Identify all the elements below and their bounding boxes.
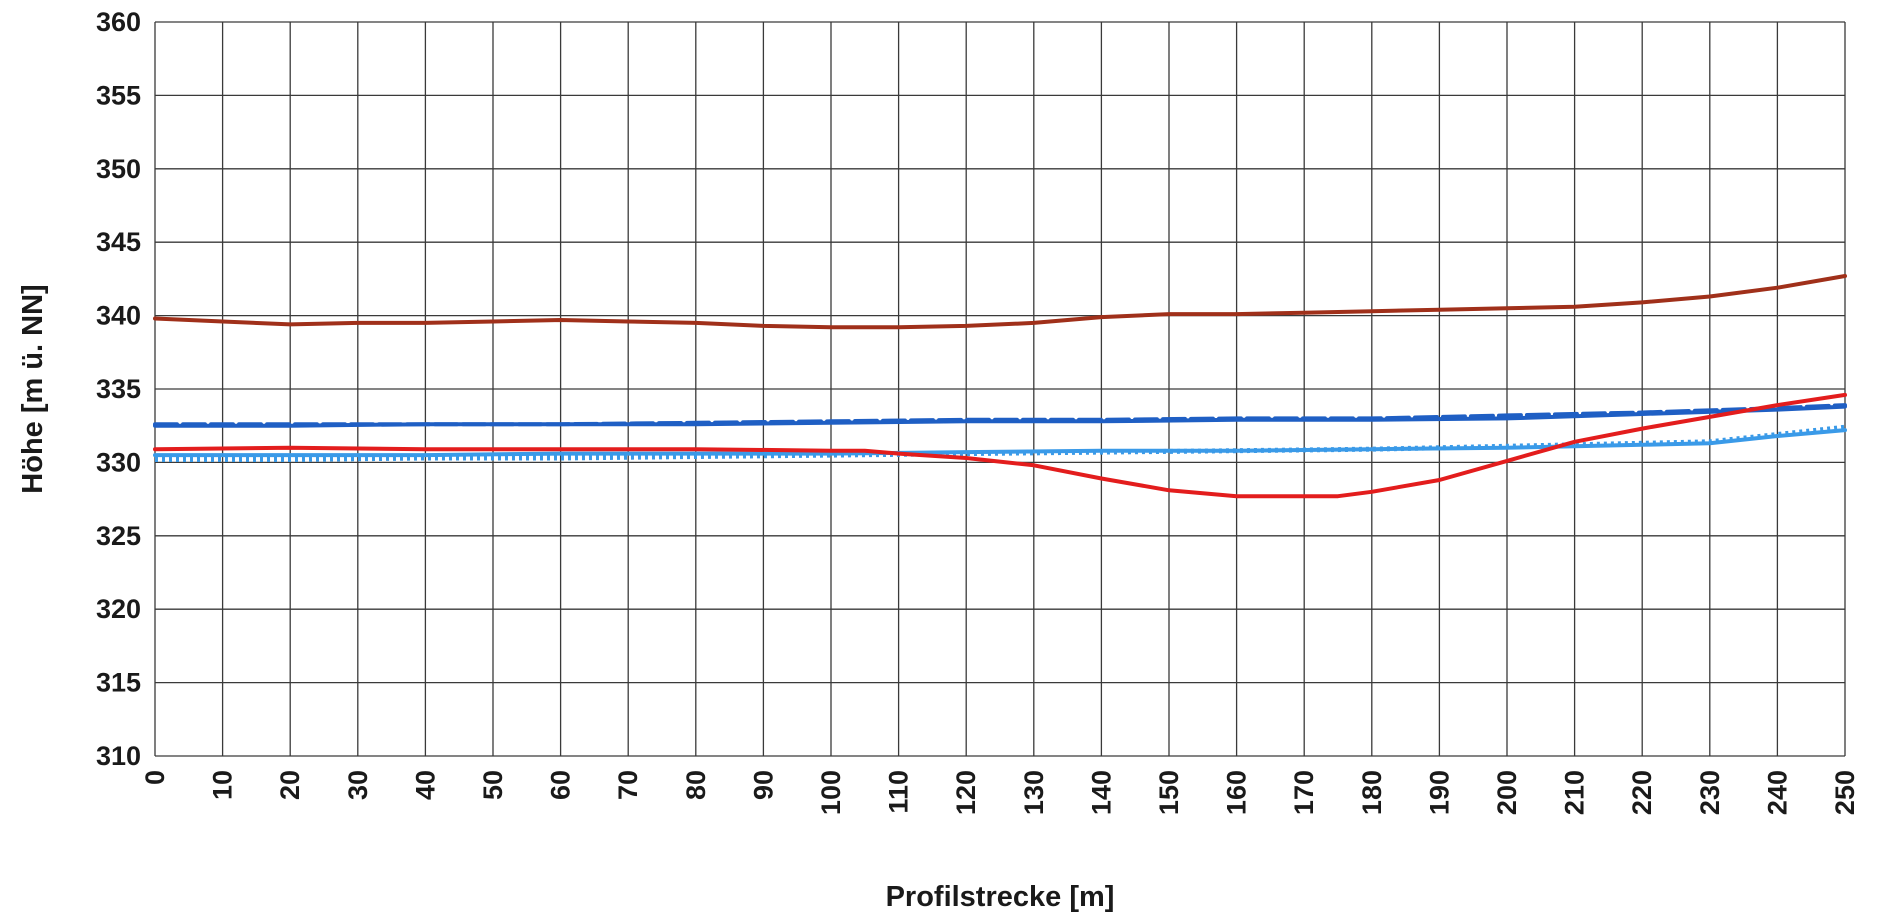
x-tick-label: 70 [613, 770, 643, 800]
x-tick-label: 160 [1222, 770, 1252, 815]
y-tick-label: 330 [96, 447, 141, 477]
y-tick-label: 350 [96, 154, 141, 184]
data-series [153, 274, 1847, 499]
x-tick-label: 80 [681, 770, 711, 800]
y-tick-label: 345 [96, 227, 141, 257]
x-tick-label: 20 [275, 770, 305, 800]
x-tick-label: 40 [410, 770, 440, 800]
x-tick-label: 90 [748, 770, 778, 800]
x-tick-label: 50 [478, 770, 508, 800]
x-tick-label: 190 [1424, 770, 1454, 815]
series-line-3 [153, 403, 1847, 427]
x-axis-title: Profilstrecke [m] [886, 881, 1115, 913]
y-tick-label: 340 [96, 301, 141, 331]
x-tick-label: 60 [546, 770, 576, 800]
x-tick-label: 200 [1492, 770, 1522, 815]
x-tick-label: 180 [1357, 770, 1387, 815]
y-axis-ticks: 310 315 320 325 330 335 340 345 350 355 360 [96, 7, 141, 771]
x-tick-label: 30 [343, 770, 373, 800]
y-tick-label: 310 [96, 741, 141, 771]
x-tick-label: 210 [1560, 770, 1590, 815]
y-tick-label: 325 [96, 521, 141, 551]
x-tick-label: 10 [208, 770, 238, 800]
x-tick-label: 110 [884, 770, 914, 814]
x-tick-label: 140 [1086, 770, 1116, 815]
y-tick-label: 355 [96, 80, 141, 110]
x-tick-label: 170 [1289, 770, 1319, 815]
x-tick-label: 150 [1154, 770, 1184, 815]
y-tick-label: 315 [96, 668, 141, 698]
x-tick-label: 230 [1695, 770, 1725, 815]
x-tick-label: 130 [1019, 770, 1049, 815]
y-axis-title: Höhe [m ü. NN] [17, 284, 49, 493]
y-tick-label: 335 [96, 374, 141, 404]
series-line-1 [153, 274, 1847, 330]
x-axis-ticks: 0 10 20 30 40 50 60 70 80 90 100 110 120 130 140 150 160… [140, 770, 1860, 815]
y-tick-label: 360 [96, 7, 141, 37]
y-tick-label: 320 [96, 594, 141, 624]
x-tick-label: 250 [1830, 770, 1860, 815]
x-tick-label: 220 [1627, 770, 1657, 815]
x-tick-label: 240 [1762, 770, 1792, 815]
grid-lines [154, 21, 1846, 757]
series-line-5 [155, 424, 1846, 462]
x-tick-label: 0 [140, 770, 170, 785]
x-tick-label: 120 [951, 770, 981, 815]
x-tick-label: 100 [816, 770, 846, 815]
series-line-6 [153, 392, 1847, 499]
